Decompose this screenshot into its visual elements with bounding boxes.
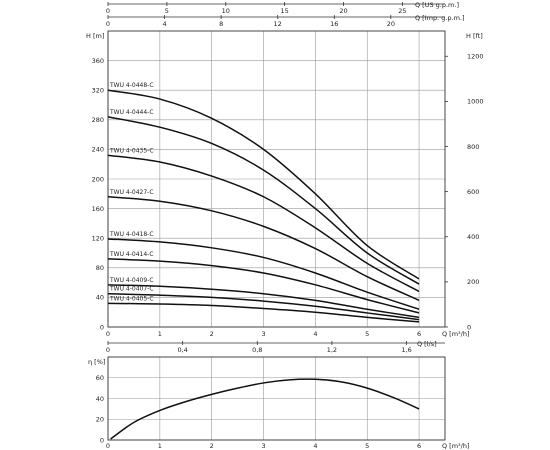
y2-axis-label: H [ft] (466, 32, 483, 40)
top-axis-tick-label: 4 (162, 20, 166, 28)
y-axis-tick-label: 280 (92, 116, 104, 124)
x-axis-tick-label: 1 (158, 442, 162, 450)
y-axis-tick-label: 40 (96, 294, 104, 302)
y-axis-tick-label: 80 (96, 264, 104, 272)
top-axis-tick-label: 10 (222, 7, 230, 15)
x-axis-label: Q [m³/h] (442, 442, 470, 450)
y2-axis-tick-label: 800 (467, 143, 479, 151)
x-axis-tick-label: 5 (365, 442, 369, 450)
y-axis-tick-label: 160 (92, 205, 104, 213)
ls-axis-label: Q [l/s] (417, 340, 437, 348)
top-axis-tick-label: 25 (398, 7, 406, 15)
y-axis-tick-label: 240 (92, 146, 104, 154)
y2-axis-tick-label: 0 (467, 323, 471, 331)
x-axis-tick-label: 1 (158, 330, 162, 338)
plot-frame-top (107, 30, 446, 328)
y-axis-tick-label: 120 (92, 235, 104, 243)
top-axis-tick-label: 0 (106, 20, 110, 28)
ls-axis-tick-label: 0,4 (177, 346, 187, 354)
y2-axis-tick-label: 400 (467, 233, 479, 241)
ls-axis-tick-label: 0 (106, 346, 110, 354)
curve-label: TWU 4-0427-C (109, 189, 154, 196)
top-axis-label: Q [Imp. g.p.m.] (415, 14, 465, 22)
top-axis-tick-label: 20 (387, 20, 395, 28)
x-axis-tick-label: 4 (313, 330, 317, 338)
curve-label: TWU 4-0405-C (109, 295, 154, 302)
eta-axis-tick-label: 40 (96, 395, 104, 403)
top-axis-tick-label: 0 (106, 7, 110, 15)
x-axis-tick-label: 2 (210, 442, 214, 450)
x-axis-tick-label: 6 (417, 330, 421, 338)
plot-frame-bottom (107, 356, 446, 441)
x-axis-tick-label: 3 (261, 442, 265, 450)
head-curve (107, 116, 420, 285)
efficiency-curve (110, 378, 420, 440)
top-axis-tick-label: 12 (274, 20, 282, 28)
top-axis-label: Q [US g.p.m.] (415, 1, 459, 9)
head-curve (107, 258, 420, 314)
top-axis-tick-label: 20 (339, 7, 347, 15)
x-axis-tick-label: 3 (261, 330, 265, 338)
curve-label: TWU 4-0435-C (109, 147, 154, 154)
ls-axis-tick-label: 1,2 (327, 346, 337, 354)
x-axis-label: Q [m³/h] (442, 330, 470, 338)
y2-axis-tick-label: 1200 (467, 53, 484, 61)
eta-axis-tick-label: 0 (100, 436, 104, 444)
curve-label: TWU 4-0448-C (109, 82, 154, 89)
top-axis-tick-label: 5 (165, 7, 169, 15)
y2-axis-tick-label: 200 (467, 278, 479, 286)
x-axis-tick-label: 6 (417, 442, 421, 450)
y-axis-label: H [m] (86, 32, 104, 40)
head-curve (107, 238, 420, 310)
curve-label: TWU 4-0418-C (109, 231, 154, 238)
ls-axis-tick-label: 1,6 (401, 346, 411, 354)
y-axis-tick-label: 0 (100, 323, 104, 331)
y-axis-tick-label: 360 (92, 57, 104, 65)
ls-axis-tick-label: 0,8 (252, 346, 262, 354)
top-axis-tick-label: 15 (280, 7, 288, 15)
top-axis-tick-label: 16 (330, 20, 338, 28)
eta-axis-tick-label: 20 (96, 416, 104, 424)
top-axis-tick-label: 8 (219, 20, 223, 28)
eta-axis-label: η [%] (88, 358, 105, 366)
head-curve (107, 302, 420, 323)
y-axis-tick-label: 320 (92, 87, 104, 95)
y-axis-tick-label: 200 (92, 175, 104, 183)
head-curve (107, 154, 420, 293)
curve-label: TWU 4-0444-C (109, 109, 154, 116)
x-axis-tick-label: 0 (106, 442, 110, 450)
curve-label: TWU 4-0414-C (109, 251, 154, 258)
x-axis-tick-label: 5 (365, 330, 369, 338)
y2-axis-tick-label: 1000 (467, 98, 484, 106)
head-curve (107, 196, 420, 302)
curve-label: TWU 4-0407-C (109, 286, 154, 293)
x-axis-tick-label: 4 (313, 442, 317, 450)
y2-axis-tick-label: 600 (467, 188, 479, 196)
curve-label: TWU 4-0409-C (109, 277, 154, 284)
head-curve (107, 284, 420, 319)
x-axis-tick-label: 0 (106, 330, 110, 338)
head-curve (107, 292, 420, 321)
eta-axis-tick-label: 60 (96, 374, 104, 382)
head-curve (107, 89, 420, 280)
x-axis-tick-label: 2 (210, 330, 214, 338)
